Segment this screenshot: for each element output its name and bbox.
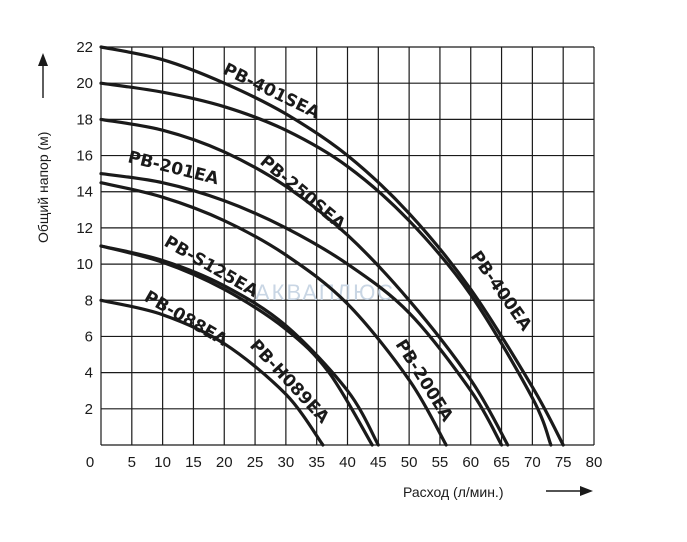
x-tick-label: 25 [247,454,264,471]
y-axis-label: Общий напор (м) [35,132,51,243]
curve-pb-400ea [99,81,553,447]
curve-label-pb-201ea: PB-201EA [126,147,222,189]
x-tick-label: 30 [278,454,295,471]
curve-label-pb-h089ea: PB-H089EA [245,336,333,428]
curve-label-pb-401sea: PB-401SEA [220,60,324,124]
chart-grid [100,46,595,446]
curve-pb-s125ea [99,244,380,447]
x-tick-label: 40 [339,454,356,471]
x-tick-label: 50 [401,454,418,471]
curve-label-pb-400ea: PB-400EA [466,247,536,335]
x-tick-label: 20 [216,454,233,471]
y-tick-label: 12 [76,220,93,237]
curve-pb-088ea [99,298,325,447]
y-tick-label: 22 [76,39,93,56]
x-axis-ticks: 0 5 10 15 20 25 30 35 40 45 50 55 60 65 70 75 80 [86,454,603,471]
x-tick-label: 0 [86,454,94,471]
y-tick-label: 18 [76,111,93,128]
x-axis-title: Расход (л/мин.) [403,484,593,500]
x-tick-label: 55 [432,454,449,471]
y-tick-label: 16 [76,148,93,165]
x-tick-label: 45 [370,454,387,471]
y-tick-label: 20 [76,75,93,92]
y-axis-ticks: 2 4 6 8 10 12 14 16 18 20 22 [76,39,93,418]
x-tick-label: 80 [586,454,603,471]
curve-label-pb-250sea: PB-250SEA [256,152,350,235]
y-tick-label: 10 [76,256,93,273]
y-axis-title: Общий напор (м) [35,53,51,243]
x-tick-label: 75 [555,454,572,471]
y-axis-arrowhead-icon [38,53,48,66]
curve-label-pb-088ea: PB-088EA [141,287,232,351]
x-axis-label: Расход (л/мин.) [403,484,504,500]
x-axis-arrowhead-icon [580,486,593,496]
y-tick-label: 8 [85,292,93,309]
chart-curves [99,45,565,447]
x-tick-label: 65 [493,454,510,471]
curve-pb-250sea [99,117,510,447]
y-tick-label: 14 [76,184,93,201]
y-tick-label: 2 [85,401,93,418]
x-tick-label: 5 [128,454,136,471]
curve-pb-200ea [99,181,448,447]
curve-pb-401sea [99,45,565,447]
y-tick-label: 6 [85,328,93,345]
x-tick-label: 10 [154,454,171,471]
x-tick-label: 70 [524,454,541,471]
x-tick-label: 15 [185,454,202,471]
curve-pb-h089ea [99,244,374,447]
curve-pb-201ea [99,172,504,447]
x-tick-label: 35 [308,454,325,471]
x-tick-label: 60 [462,454,479,471]
y-tick-label: 4 [85,365,93,382]
